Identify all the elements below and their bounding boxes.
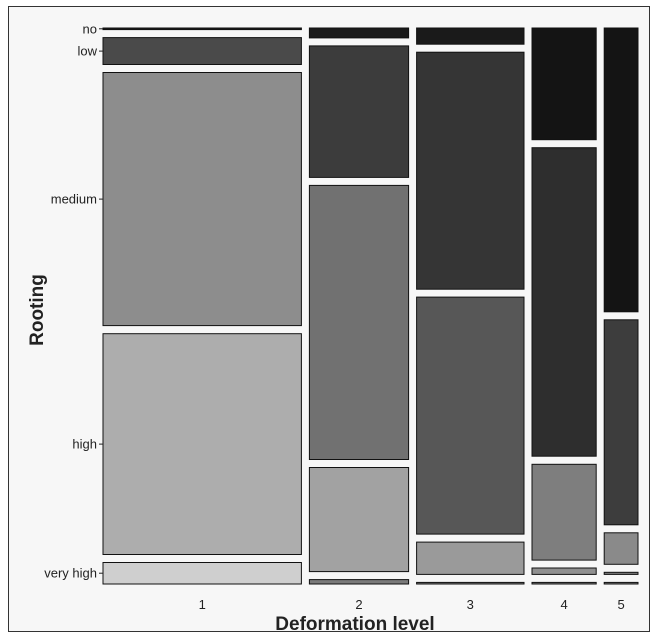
- rooting-category-labels: no low medium high very high: [44, 21, 97, 580]
- x-axis-title: Deformation level: [275, 614, 434, 635]
- mosaic-cell-5-very-high: [603, 581, 639, 585]
- x-tick-label-5: 5: [617, 597, 624, 612]
- y-tick-label-low: low: [77, 44, 97, 59]
- mosaic-cell-5-low: [603, 319, 639, 526]
- x-tick-label-3: 3: [467, 597, 474, 612]
- x-tick-label-1: 1: [199, 597, 206, 612]
- mosaic-cell-5-no: [603, 27, 639, 313]
- mosaic-cell-1-no: [102, 27, 302, 31]
- mosaic-cell-4-very-high: [531, 581, 597, 585]
- mosaic-cell-1-medium: [102, 72, 302, 327]
- mosaic-cell-4-no: [531, 27, 597, 141]
- mosaic-cell-2-high: [308, 467, 410, 573]
- mosaic-cell-4-high: [531, 567, 597, 575]
- mosaic-cells: [102, 27, 639, 585]
- mosaic-cell-5-high: [603, 571, 639, 575]
- mosaic-cell-3-medium: [416, 296, 525, 535]
- mosaic-cell-5-medium: [603, 532, 639, 565]
- mosaic-cell-1-low: [102, 37, 302, 65]
- mosaic-cell-3-high: [416, 541, 525, 575]
- x-tick-label-4: 4: [560, 597, 567, 612]
- mosaic-cell-3-no: [416, 27, 525, 45]
- mosaic-cell-3-very-high: [416, 581, 525, 585]
- y-tick-marks: [99, 28, 103, 574]
- mosaic-cell-4-low: [531, 147, 597, 457]
- mosaic-cell-4-medium: [531, 463, 597, 561]
- mosaic-cell-1-very-high: [102, 562, 302, 585]
- deformation-level-labels: 1 2 3 4 5: [199, 597, 625, 612]
- y-tick-label-high: high: [72, 437, 97, 452]
- y-tick-label-very-high: very high: [44, 566, 97, 581]
- x-tick-label-2: 2: [355, 597, 362, 612]
- y-tick-label-medium: medium: [51, 192, 97, 207]
- mosaic-cell-2-medium: [308, 184, 410, 460]
- mosaic-cell-3-low: [416, 51, 525, 290]
- y-axis-title: Rooting: [27, 274, 48, 346]
- mosaic-cell-1-high: [102, 333, 302, 556]
- mosaic-cell-2-very-high: [308, 579, 410, 585]
- mosaic-cell-2-no: [308, 27, 410, 39]
- mosaic-cell-2-low: [308, 45, 410, 178]
- y-tick-label-no: no: [83, 21, 97, 36]
